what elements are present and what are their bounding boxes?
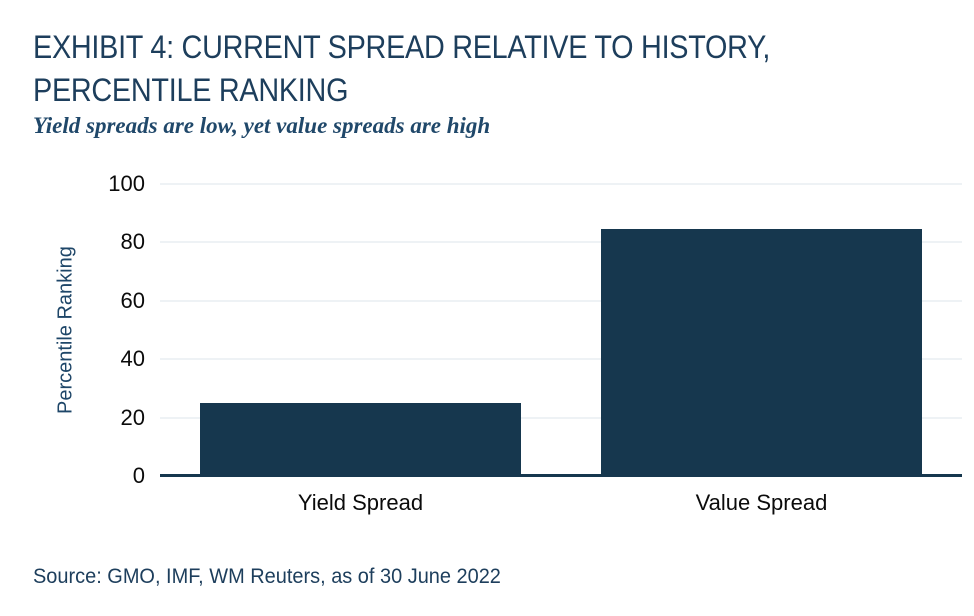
y-axis-tick-labels: 0 20 40 60 80 100 [0,173,145,487]
source-note: Source: GMO, IMF, WM Reuters, as of 30 J… [33,565,501,588]
x-axis-line [160,474,962,477]
x-category-label-yield-spread: Yield Spread [297,490,424,515]
page-title-line-2: PERCENTILE RANKING [33,72,349,108]
bar-value-spread [601,229,922,476]
page-title-line-1: EXHIBIT 4: CURRENT SPREAD RELATIVE TO HI… [33,29,771,65]
y-tick-label-0: 0 [132,463,145,488]
x-category-label-value-spread: Value Spread [695,490,828,515]
y-tick-label-40: 40 [120,346,145,372]
gridline-20 [160,417,962,419]
bar-yield-spread [200,403,521,476]
y-tick-label-100: 100 [108,171,145,196]
gridline-60 [160,300,962,302]
y-tick-label-80: 80 [120,229,145,255]
gridline-100 [160,183,962,185]
gridline-40 [160,358,962,360]
page-title: EXHIBIT 4: CURRENT SPREAD RELATIVE TO HI… [33,26,852,112]
chart-subtitle: Yield spreads are low, yet value spreads… [33,113,491,138]
x-axis-category-labels: Yield Spread Value Spread [160,490,962,520]
gridline-80 [160,241,962,243]
plot-area [160,183,962,477]
y-tick-label-60: 60 [120,287,145,313]
y-tick-label-20: 20 [120,404,145,430]
